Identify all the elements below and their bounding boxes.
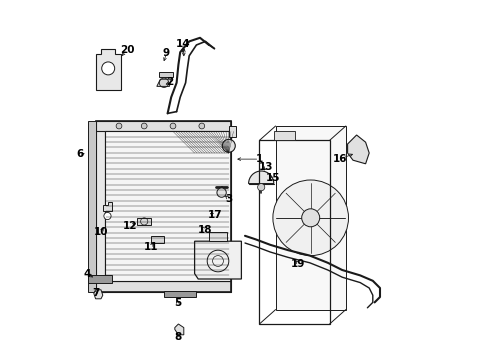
Polygon shape (96, 281, 231, 292)
Polygon shape (209, 232, 227, 241)
Circle shape (141, 123, 147, 129)
Text: 20: 20 (120, 45, 134, 55)
Text: 3: 3 (225, 194, 232, 204)
Polygon shape (96, 49, 121, 90)
Text: 9: 9 (163, 48, 170, 58)
Polygon shape (94, 290, 103, 299)
Bar (259, 140, 330, 324)
Text: 2: 2 (167, 77, 174, 87)
Text: 17: 17 (207, 210, 222, 220)
Text: 5: 5 (174, 298, 181, 308)
Text: 12: 12 (123, 221, 138, 231)
Polygon shape (96, 121, 231, 131)
Circle shape (217, 188, 226, 197)
Text: 19: 19 (291, 258, 305, 269)
Circle shape (302, 209, 319, 227)
Polygon shape (88, 121, 96, 292)
Polygon shape (274, 131, 295, 140)
Polygon shape (151, 236, 164, 243)
Text: 13: 13 (259, 162, 273, 172)
Wedge shape (248, 171, 274, 184)
Text: 6: 6 (76, 149, 84, 159)
Circle shape (102, 62, 115, 75)
Text: 1: 1 (256, 154, 263, 164)
Text: 15: 15 (266, 173, 280, 183)
Bar (96, 121, 231, 292)
Circle shape (199, 123, 205, 129)
Circle shape (116, 123, 122, 129)
Polygon shape (137, 218, 151, 225)
Polygon shape (164, 291, 196, 297)
Text: 4: 4 (84, 269, 91, 279)
Text: 7: 7 (92, 288, 99, 298)
Text: 11: 11 (144, 242, 158, 252)
Text: 8: 8 (174, 332, 181, 342)
Polygon shape (159, 72, 173, 77)
Polygon shape (88, 275, 112, 283)
Polygon shape (96, 126, 104, 292)
Polygon shape (229, 126, 236, 137)
Circle shape (258, 184, 265, 191)
Circle shape (222, 139, 235, 152)
Bar (104, 131, 231, 281)
Text: 16: 16 (332, 154, 347, 164)
Polygon shape (157, 79, 171, 86)
Polygon shape (103, 202, 112, 211)
Circle shape (170, 123, 176, 129)
Circle shape (104, 212, 111, 220)
Circle shape (273, 180, 348, 256)
Polygon shape (175, 324, 184, 335)
Bar (275, 126, 346, 310)
Text: 10: 10 (94, 227, 108, 237)
Text: 14: 14 (176, 39, 191, 49)
Polygon shape (347, 135, 369, 164)
Text: 18: 18 (197, 225, 212, 235)
Polygon shape (195, 241, 242, 279)
